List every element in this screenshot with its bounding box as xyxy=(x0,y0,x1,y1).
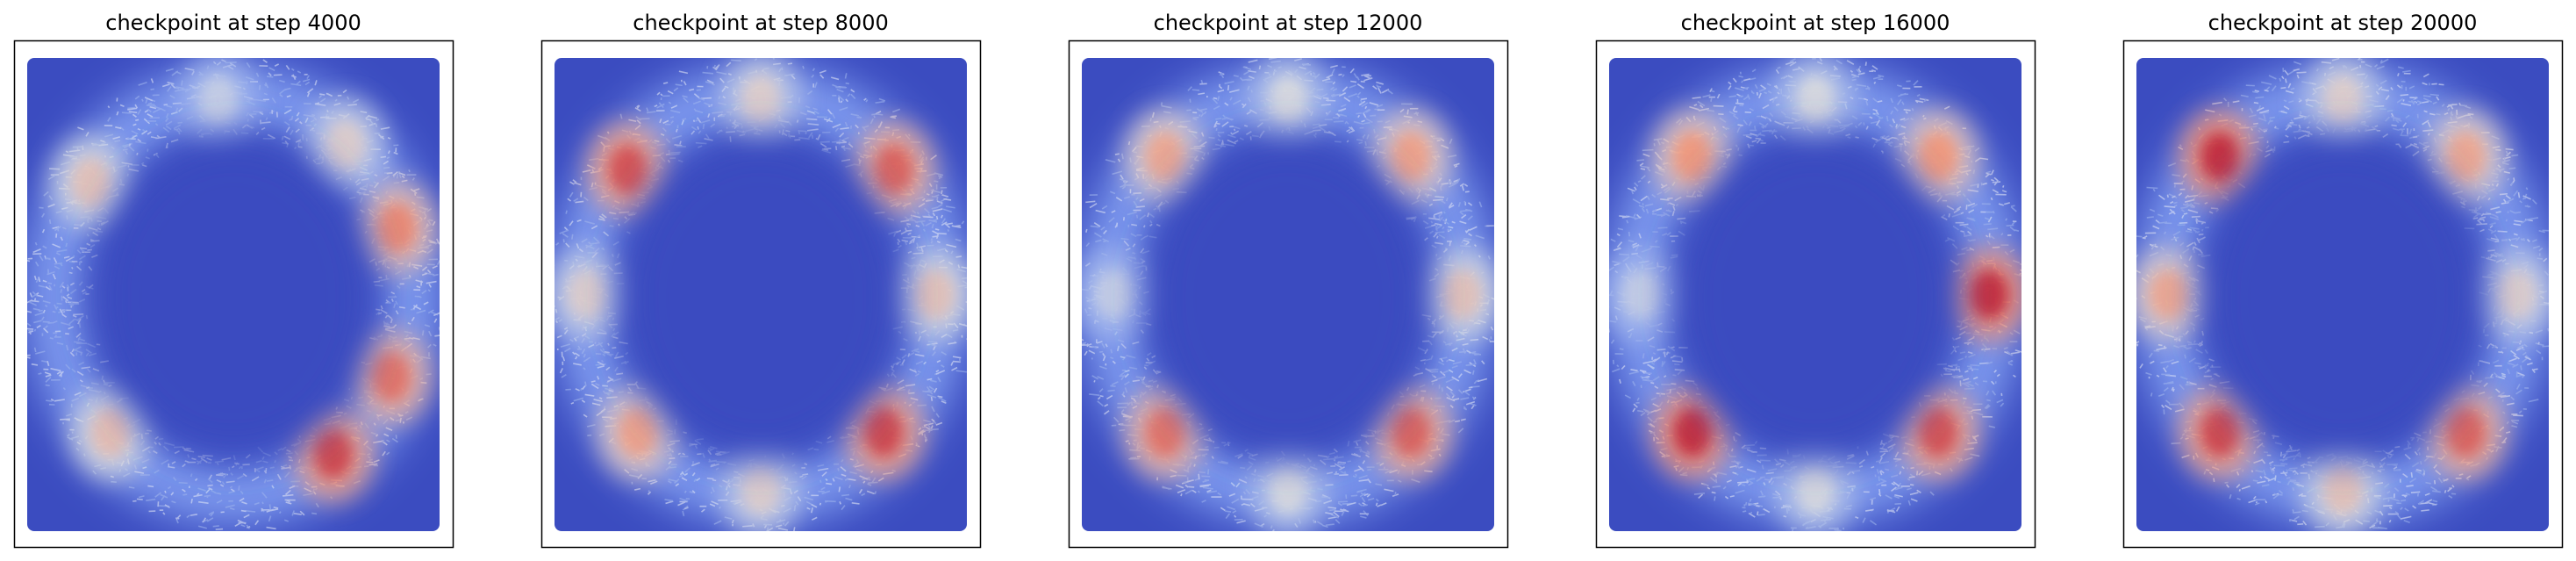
panel-title: checkpoint at step 12000 xyxy=(1154,11,1423,35)
hotspot xyxy=(1898,109,1979,205)
hotspot xyxy=(2302,442,2383,531)
panel-2: checkpoint at step 8000 xyxy=(540,11,982,549)
hotspot xyxy=(720,58,801,147)
hotspot xyxy=(2179,109,2260,205)
hotspot xyxy=(1898,385,1979,480)
hotspot xyxy=(69,385,151,480)
panel-3: checkpoint at step 12000 xyxy=(1068,11,1509,549)
hotspot xyxy=(720,442,801,531)
panel-5: checkpoint at step 20000 xyxy=(2122,11,2564,549)
heatmap-core xyxy=(1675,137,1956,459)
panel-title: checkpoint at step 16000 xyxy=(1681,11,1950,35)
heatmap xyxy=(555,58,967,531)
hotspot xyxy=(304,97,386,193)
hotspot xyxy=(1949,247,2021,342)
hotspot xyxy=(2425,385,2507,480)
hotspot xyxy=(350,329,432,425)
hotspot xyxy=(597,385,678,480)
heatmap xyxy=(27,58,440,531)
hotspot xyxy=(2179,385,2260,480)
hotspot xyxy=(1248,442,1328,531)
hotspot xyxy=(1651,109,1733,205)
hotspot xyxy=(2476,247,2549,342)
hotspot xyxy=(1248,58,1328,147)
heatmap-core xyxy=(1148,137,1428,459)
hotspot xyxy=(2425,109,2507,205)
heatmap xyxy=(2136,58,2549,531)
hotspot xyxy=(1775,442,1856,531)
hotspot xyxy=(1421,247,1494,342)
hotspot xyxy=(2136,247,2209,342)
hotspot xyxy=(587,121,669,217)
hotspot xyxy=(1370,109,1452,205)
hotspot xyxy=(50,135,132,231)
panel-4: checkpoint at step 16000 xyxy=(1595,11,2036,549)
hotspot xyxy=(853,121,934,217)
hotspot xyxy=(894,247,967,342)
hotspot xyxy=(177,58,259,148)
hotspot xyxy=(1124,109,1206,205)
hotspot xyxy=(1082,247,1155,342)
panel-title: checkpoint at step 8000 xyxy=(633,11,888,35)
panel-title: checkpoint at step 4000 xyxy=(105,11,361,35)
heatmap-core xyxy=(93,137,374,459)
hotspot xyxy=(2302,58,2383,147)
heatmap xyxy=(1082,58,1494,531)
hotspot xyxy=(843,385,925,480)
hotspot xyxy=(1651,385,1733,480)
hotspot xyxy=(1775,58,1856,147)
heatmap xyxy=(1609,58,2021,531)
hotspot xyxy=(1609,247,1682,342)
hotspot xyxy=(356,180,438,276)
hotspot xyxy=(555,247,627,342)
hotspot xyxy=(1370,385,1452,480)
heatmap-core xyxy=(2202,137,2483,459)
hotspot xyxy=(1124,385,1206,480)
heatmap-core xyxy=(620,137,901,459)
panel-1: checkpoint at step 4000 xyxy=(13,11,454,549)
panel-title: checkpoint at step 20000 xyxy=(2208,11,2478,35)
